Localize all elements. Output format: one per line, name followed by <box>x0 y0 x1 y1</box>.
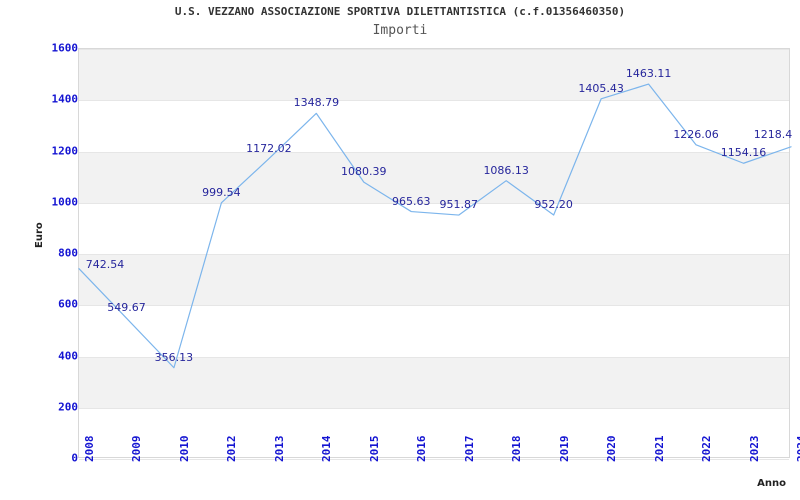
y-axis-tick: 800 <box>58 246 78 260</box>
data-point-label: 1086.13 <box>483 163 529 177</box>
x-axis-title: Anno <box>757 478 786 489</box>
data-point-label: 1080.39 <box>341 165 387 179</box>
chart-title: U.S. VEZZANO ASSOCIAZIONE SPORTIVA DILET… <box>174 5 626 18</box>
x-axis-tick: 2024 <box>795 435 800 463</box>
data-point-label: 356.13 <box>154 350 194 364</box>
data-point-label: 999.54 <box>202 185 241 199</box>
plot-area: 742.54 549.67 356.13 999.54 1172.02 1348.79 10… <box>78 48 793 460</box>
x-axis-tick: 2020 <box>605 435 619 463</box>
x-axis-tick: 2018 <box>510 435 524 463</box>
data-point-label: 952.20 <box>534 197 573 211</box>
x-axis-tick: 2010 <box>177 435 191 463</box>
gridline <box>79 459 789 460</box>
data-point-label: 1405.43 <box>578 81 624 95</box>
x-axis-tick: 2019 <box>557 435 571 463</box>
data-point-label: 549.67 <box>107 301 146 315</box>
data-point-label: 1172.02 <box>246 141 292 155</box>
y-axis-tick: 1400 <box>51 92 79 106</box>
y-axis-tick: 0 <box>71 451 78 465</box>
line-series <box>78 83 792 369</box>
x-axis-tick: 2009 <box>130 435 144 463</box>
x-axis-tick: 2013 <box>272 435 286 463</box>
gridline <box>79 152 789 153</box>
gridline <box>79 305 789 306</box>
x-axis-tick: 2022 <box>700 435 714 463</box>
plot-band <box>79 49 789 101</box>
plot-band <box>79 356 789 408</box>
plot-band <box>79 254 789 306</box>
x-axis-tick: 2015 <box>367 435 381 463</box>
data-point-label: 965.63 <box>392 194 431 208</box>
gridline <box>79 100 789 101</box>
y-axis-title: Euro <box>34 222 45 248</box>
gridline <box>79 49 789 50</box>
gridline <box>79 357 789 358</box>
gridline <box>79 408 789 409</box>
data-point-label: 951.87 <box>439 198 478 212</box>
y-axis-tick: 1200 <box>51 144 79 157</box>
y-axis-tick: 1600 <box>51 41 79 55</box>
data-point-label: 1218.4 <box>753 127 793 141</box>
x-axis-tick: 2021 <box>652 435 666 463</box>
plot-band <box>79 151 789 203</box>
data-point-label: 1463.11 <box>625 67 672 81</box>
x-axis-tick: 2014 <box>320 435 334 463</box>
x-axis-tick: 2017 <box>462 435 476 463</box>
y-axis-tick: 600 <box>58 297 78 311</box>
y-axis-tick: 400 <box>58 349 78 362</box>
data-point-label: 1226.06 <box>673 127 719 141</box>
x-axis-tick: 2012 <box>225 435 239 463</box>
data-point-label: 742.54 <box>85 257 125 271</box>
x-axis-tick: 2016 <box>415 435 429 463</box>
data-point-label: 1348.79 <box>293 96 340 110</box>
x-axis-tick: 2023 <box>747 435 761 463</box>
x-axis-tick: 2008 <box>83 435 96 463</box>
y-axis-tick: 200 <box>58 400 78 414</box>
chart-subtitle: Importi <box>372 23 428 38</box>
y-axis-tick: 1000 <box>51 195 79 209</box>
gridline <box>79 203 789 204</box>
gridline <box>79 254 789 255</box>
data-point-label: 1154.16 <box>720 146 767 160</box>
